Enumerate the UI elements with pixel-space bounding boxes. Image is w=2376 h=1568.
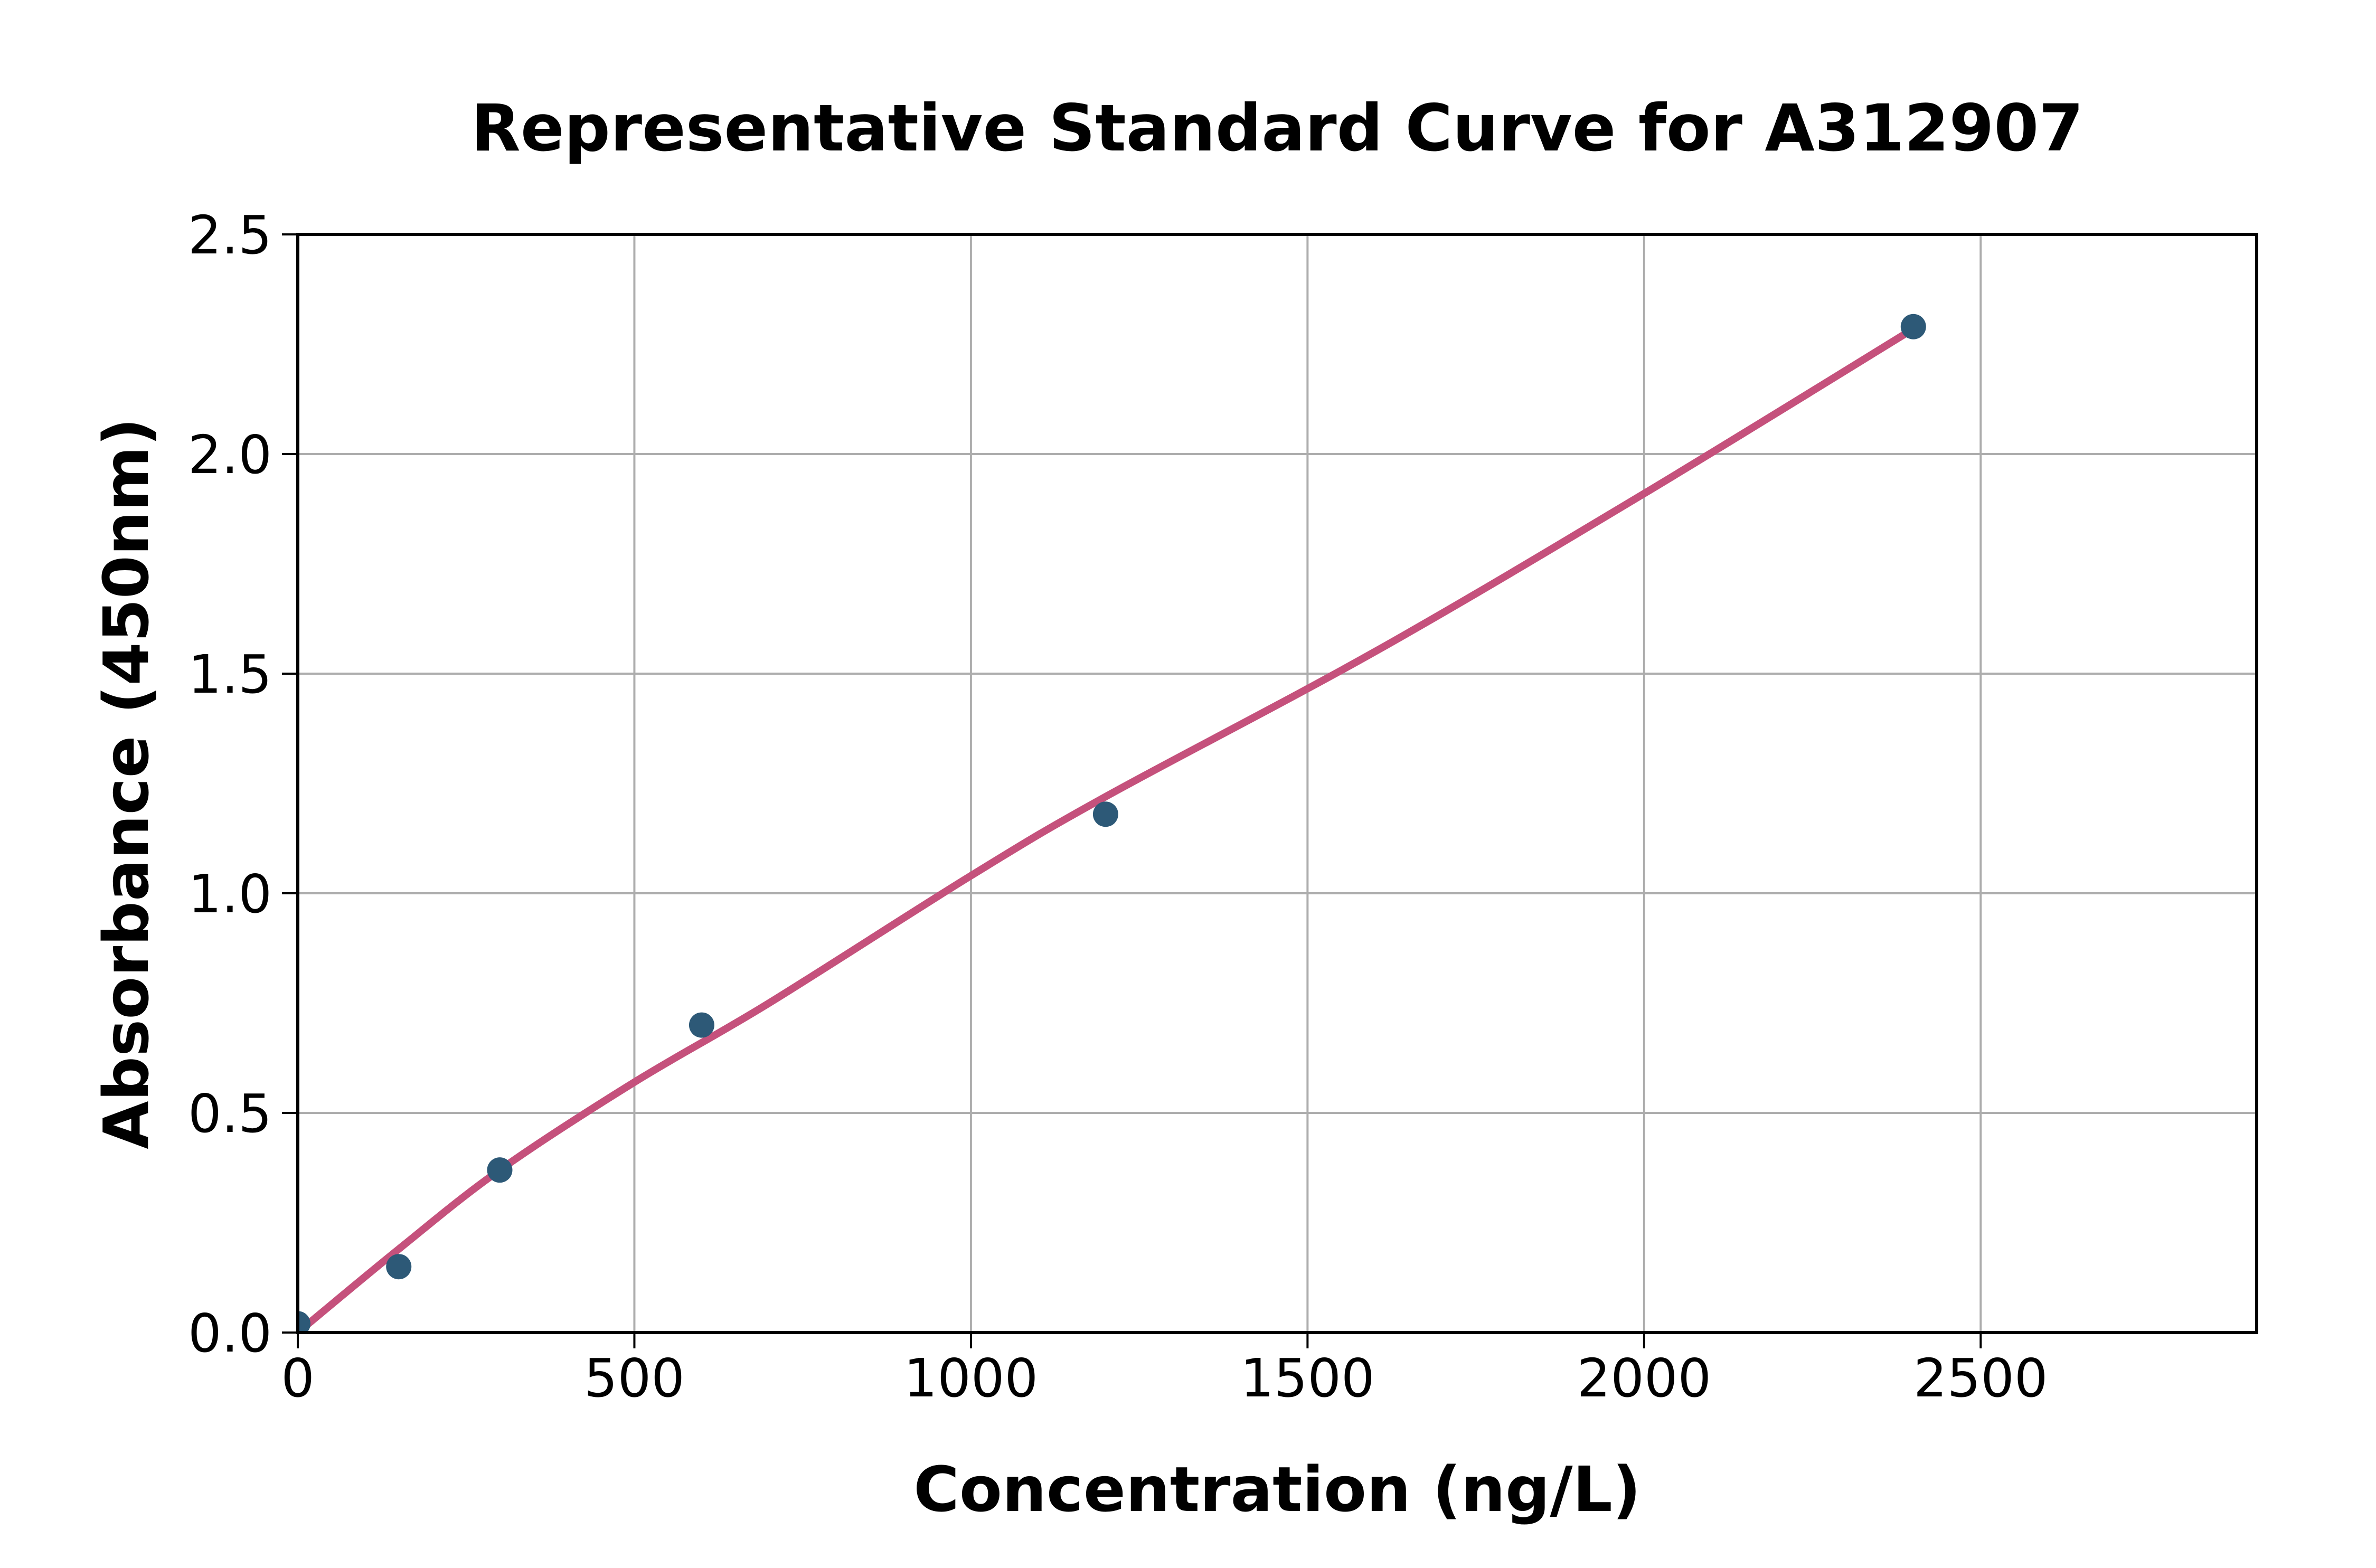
- data-point: [298, 1311, 310, 1333]
- fit-curve-line: [298, 325, 1916, 1333]
- plot-border: [296, 233, 2258, 1334]
- y-tick-label: 0.5: [188, 1083, 272, 1145]
- y-tick-label: 2.5: [188, 204, 272, 266]
- x-tick-label: 500: [584, 1347, 685, 1409]
- x-tick-label: 2000: [1577, 1347, 1712, 1409]
- data-point: [1092, 801, 1118, 827]
- y-tick-label: 2.0: [188, 424, 272, 486]
- y-tick-label: 1.5: [188, 644, 272, 705]
- x-tick-label: 1000: [904, 1347, 1039, 1409]
- y-axis-label: Absorbance (450nm): [90, 418, 163, 1149]
- data-layer: [298, 314, 1926, 1333]
- x-tick-label: 0: [281, 1347, 315, 1409]
- y-tick-label: 0.0: [188, 1302, 272, 1364]
- chart-title: Representative Standard Curve for A31290…: [471, 91, 2083, 166]
- y-tick-label: 1.0: [188, 863, 272, 925]
- data-point: [487, 1157, 513, 1183]
- tick-layer: 0 500 1000 1500 2000 2500 0.0 0.5 1.0 1.5 2.0 2.5: [188, 204, 2048, 1409]
- data-point: [386, 1254, 412, 1280]
- x-tick-label: 1500: [1240, 1347, 1375, 1409]
- x-axis-label: Concentration (ng/L): [913, 1453, 1641, 1526]
- data-point: [689, 1012, 714, 1038]
- x-tick-label: 2500: [1913, 1347, 2048, 1409]
- data-point: [1900, 314, 1926, 339]
